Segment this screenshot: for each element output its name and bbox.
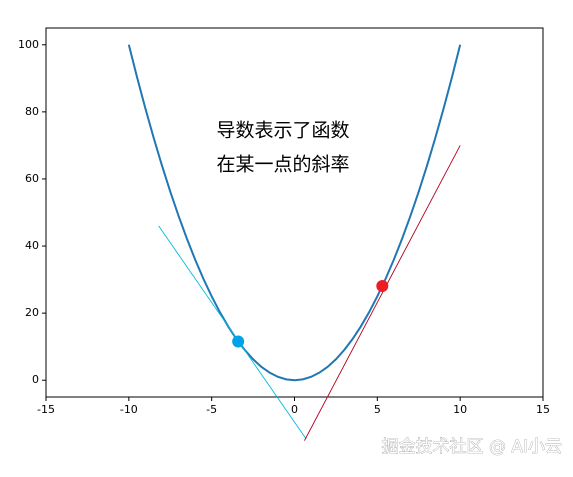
annotation: 导数表示了函数 xyxy=(216,120,349,142)
line xyxy=(304,145,461,441)
y-tick-label: 80 xyxy=(25,105,39,118)
annotation: 在某一点的斜率 xyxy=(216,154,349,176)
x-tick-label: 5 xyxy=(374,403,381,416)
x-tick-label: 10 xyxy=(453,403,467,416)
x-tick-label: -15 xyxy=(37,403,55,416)
x-tick-label: 15 xyxy=(536,403,550,416)
line xyxy=(158,225,307,440)
x-tick-label: 0 xyxy=(291,403,298,416)
point xyxy=(376,279,389,292)
y-tick-label: 20 xyxy=(25,306,39,319)
y-tick-label: 60 xyxy=(25,172,39,185)
point xyxy=(232,335,245,348)
line xyxy=(127,44,462,382)
y-tick-label: 0 xyxy=(32,373,39,386)
x-tick-label: -5 xyxy=(206,403,217,416)
y-tick-label: 100 xyxy=(18,38,39,51)
y-tick-label: 40 xyxy=(25,239,39,252)
axes-frame xyxy=(45,27,544,398)
watermark: 掘金技术社区 @ AI小云 xyxy=(382,437,562,457)
x-tick-label: -10 xyxy=(120,403,138,416)
